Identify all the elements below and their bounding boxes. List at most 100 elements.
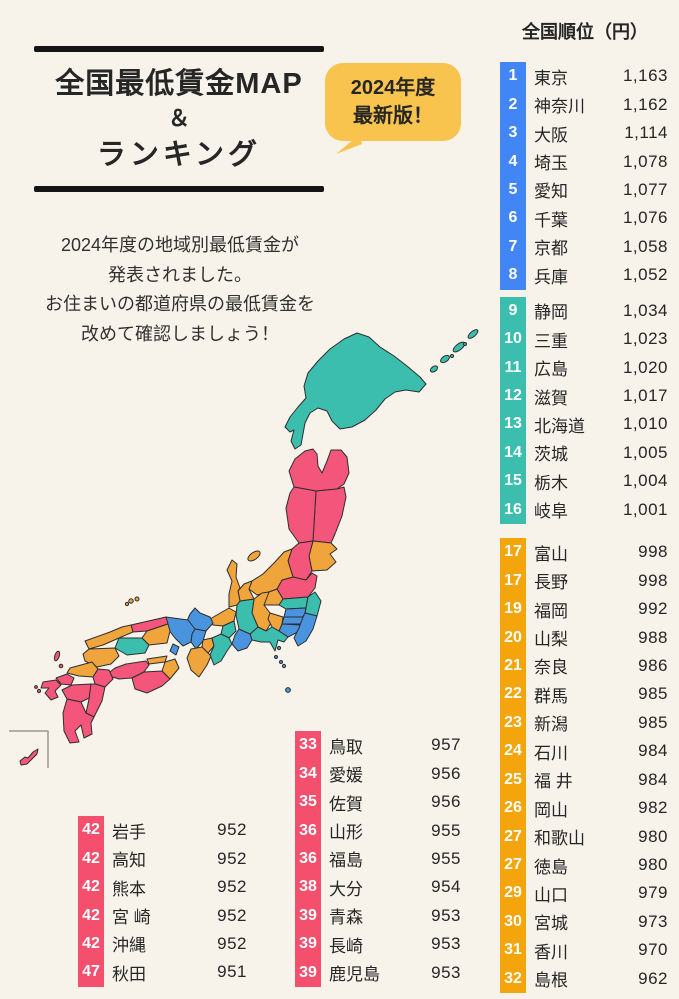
rank-row: 21 奈良 986 [500,651,668,681]
prefecture-name: 福 井 [534,772,573,792]
rank-row: 38 大分 954 [295,873,461,902]
rank-badge: 42 [78,929,104,959]
wage-value: 952 [217,905,247,925]
prefecture-akita [285,486,317,544]
rank-badge: 33 [295,731,321,760]
rank-row: 27 徳島 980 [500,850,668,880]
wage-value: 952 [217,933,247,953]
okinawa-inset-frame [9,730,49,768]
rank-row: 36 福島 955 [295,844,461,874]
rank-badge: 10 [500,324,526,354]
rank-row: 2 神奈川 1,162 [500,90,668,119]
rank-row: 11 広島 1,020 [500,353,668,382]
ranking-list-bottom-left: 42 岩手 952 42 高知 952 42 熊本 952 42 宮 崎 952 42 沖縄 952 47 秋田… [78,816,247,987]
rank-row: 31 香川 970 [500,936,668,965]
prefecture-iwate [312,486,347,544]
prefecture-name: 富山 [534,544,568,564]
rank-row: 1 東京 1,163 [500,62,668,91]
rank-badge: 38 [295,873,321,902]
prefecture-name: 和歌山 [534,829,585,849]
badge-line-1: 2024年度 [350,77,436,99]
title-top-rule [34,46,324,52]
wage-value: 1,034 [622,300,668,320]
wage-value: 956 [431,763,461,783]
wage-value: 1,163 [622,66,668,86]
rank-badge: 32 [500,964,526,993]
wage-value: 1,076 [622,208,668,228]
rank-row: 42 岩手 952 [78,816,247,845]
prefecture-nagasaki [40,679,62,701]
rank-row: 42 熊本 952 [78,872,247,902]
title-line-2: ランキング [96,139,262,171]
rank-badge: 42 [78,872,104,902]
iki-island-icon [58,663,64,669]
prefecture-name: 秋田 [112,964,146,984]
rank-row: 30 宮城 973 [500,907,668,937]
prefecture-name: 東京 [534,68,568,88]
prefecture-tochigi [278,596,309,610]
prefecture-miyagi [308,540,338,572]
prefecture-name: 滋賀 [534,388,568,408]
prefecture-name: 茨城 [534,445,568,465]
title-bottom-rule [34,186,324,192]
rank-row: 4 埼玉 1,078 [500,147,668,176]
prefecture-chiba [293,612,318,647]
prefecture-kochi [131,670,171,694]
ranking-header: 全国順位（円） [522,22,648,42]
title-line-1: 全国最低賃金MAP [55,68,303,100]
prefecture-aichi [231,628,253,652]
sado-island-icon [247,550,261,562]
izu-island-icon [279,660,283,664]
rank-badge: 47 [78,958,104,987]
page-title: 全国最低賃金MAP ＆ ランキング [34,52,324,186]
prefecture-name: 岩手 [112,822,146,842]
prefecture-name: 兵庫 [534,267,568,287]
rank-badge: 39 [295,958,321,987]
prefecture-ishikawa [226,559,241,608]
rank-badge: 19 [500,594,526,624]
description: 2024年度の地域別最低賃金が 発表されました。 お住まいの都道府県の最低賃金を… [2,231,358,349]
rank-badge: 42 [78,816,104,845]
wage-value: 1,023 [622,329,668,349]
wage-value: 952 [217,877,247,897]
wage-value: 1,020 [622,357,668,377]
prefecture-gifu [235,598,259,635]
prefecture-mie [209,633,233,666]
prefecture-name: 静岡 [534,303,568,323]
prefecture-name: 高知 [112,851,146,871]
prefecture-name: 福岡 [534,601,568,621]
prefecture-name: 京都 [534,239,568,259]
prefecture-tokyo [281,616,304,625]
wage-value: 953 [431,905,461,925]
rank-badge: 17 [500,566,526,595]
prefecture-name: 千葉 [534,210,568,230]
rank-row: 12 滋賀 1,017 [500,381,668,411]
wage-value: 984 [638,769,668,789]
rank-row: 27 和歌山 980 [500,822,668,851]
wage-value: 979 [638,883,668,903]
prefecture-name: 福島 [329,851,363,871]
rank-row: 10 三重 1,023 [500,324,668,354]
prefecture-shimane [84,624,134,650]
rank-badge: 27 [500,822,526,851]
rank-row: 39 青森 953 [295,901,461,931]
prefecture-name: 島根 [534,971,568,991]
rank-badge: 12 [500,381,526,411]
title-ampersand: ＆ [167,106,190,131]
rank-row: 14 茨城 1,005 [500,438,668,468]
rank-row: 47 秋田 951 [78,958,247,987]
rank-row: 22 群馬 985 [500,680,668,709]
goto-island-icon [34,685,38,689]
description-line: お住まいの都道府県の最低賃金を [45,294,315,314]
rank-row: 16 岐阜 1,001 [500,495,668,524]
prefecture-name: 神奈川 [534,97,585,117]
rank-badge: 39 [295,901,321,931]
rank-badge: 42 [78,901,104,930]
prefecture-kumamoto [61,683,92,703]
wage-value: 1,010 [622,414,668,434]
rank-badge: 21 [500,651,526,681]
rank-badge: 23 [500,708,526,738]
prefecture-name: 沖縄 [112,936,146,956]
wage-value: 980 [638,826,668,846]
rank-badge: 9 [500,296,526,325]
